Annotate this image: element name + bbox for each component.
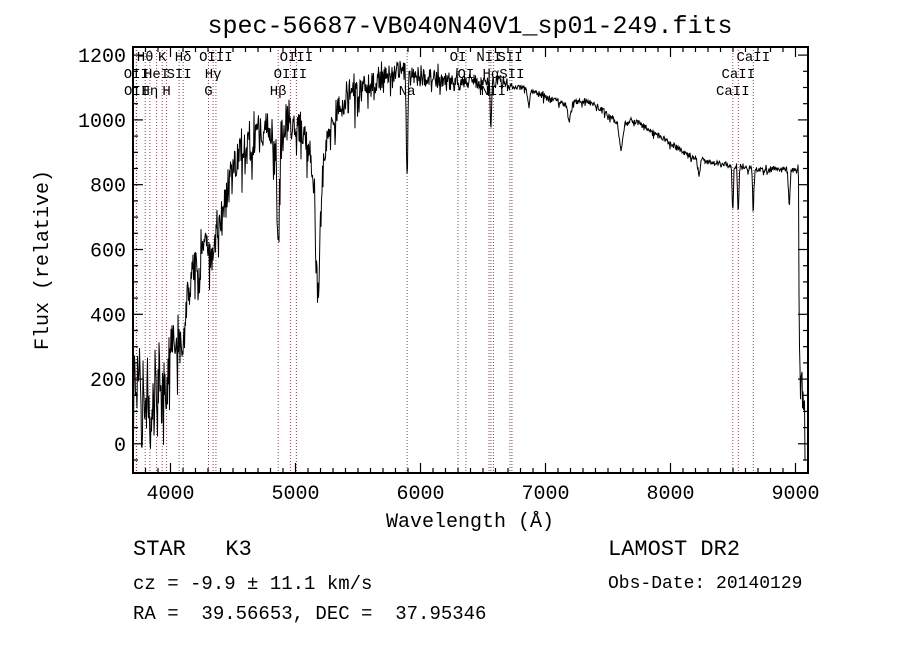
y-tick-label: 1000	[78, 111, 126, 134]
y-axis-label: Flux (relative)	[32, 170, 55, 350]
y-tick-label: 0	[114, 435, 126, 458]
x-tick-label: 5000	[271, 483, 319, 506]
spectral-line-label: OIII	[274, 67, 308, 83]
y-tick-label: 400	[90, 305, 126, 328]
spectral-line-label: H	[162, 84, 170, 100]
spectral-line-label: Hβ	[270, 84, 287, 100]
spectral-line-label: OIII	[199, 50, 233, 66]
spectral-line-label: OIII	[280, 50, 314, 66]
spectral-lines-group	[135, 47, 754, 473]
plot-frame	[132, 46, 809, 474]
x-tick-label: 9000	[771, 483, 819, 506]
spectral-line-label: Hα	[482, 67, 499, 83]
axis-ticks-group	[132, 47, 809, 473]
plot-title: spec-56687-VB040N40V1_sp01-249.fits	[207, 12, 732, 41]
radial-velocity-text: cz = -9.9 ± 11.1 km/s	[133, 573, 372, 595]
spectral-line-label: Hθ	[137, 50, 154, 66]
spectral-line-label: Hδ	[175, 50, 192, 66]
spectral-line-label: G	[204, 84, 212, 100]
y-tick-label: 200	[90, 370, 126, 393]
spectral-line-label: K	[158, 50, 167, 66]
spectral-line-label: NII	[476, 50, 501, 66]
spectrum-trace	[132, 60, 806, 461]
spectral-line-label: SII	[499, 67, 524, 83]
spectral-line-label: NII	[481, 84, 506, 100]
spectral-line-label: CaII	[721, 67, 755, 83]
spectral-line-label: Hη	[141, 84, 158, 100]
spectral-line-label: OII	[124, 67, 149, 83]
spectral-line-label: Hγ	[205, 67, 222, 83]
spectral-line-label: SII	[497, 50, 522, 66]
spectral-line-label: OI	[450, 50, 467, 66]
x-axis-label: Wavelength (Å)	[386, 511, 554, 534]
obs-date-text: Obs-Date: 20140129	[608, 574, 802, 594]
spectral-line-label: CaII	[716, 84, 750, 100]
object-class-text: STAR K3	[133, 537, 252, 562]
survey-release-text: LAMOST DR2	[608, 537, 740, 562]
x-tick-label: 4000	[146, 483, 194, 506]
axis-tick-labels-group: 4000 5000 6000 7000 8000 9000 0 200 400 600 800 100…	[78, 46, 820, 506]
y-tick-label: 800	[90, 176, 126, 199]
coordinates-text: RA = 39.56653, DEC = 37.95346	[133, 603, 486, 625]
spectral-line-label: HeI	[144, 67, 169, 83]
spectral-line-label: OII	[124, 84, 149, 100]
x-tick-label: 8000	[646, 483, 694, 506]
spectral-line-label: Na	[399, 84, 416, 100]
y-tick-label: 1200	[78, 46, 126, 69]
x-tick-label: 6000	[396, 483, 444, 506]
spectral-line-label: CaII	[736, 50, 770, 66]
x-tick-label: 7000	[521, 483, 569, 506]
spectral-line-label: SII	[166, 67, 191, 83]
y-tick-label: 600	[90, 240, 126, 263]
